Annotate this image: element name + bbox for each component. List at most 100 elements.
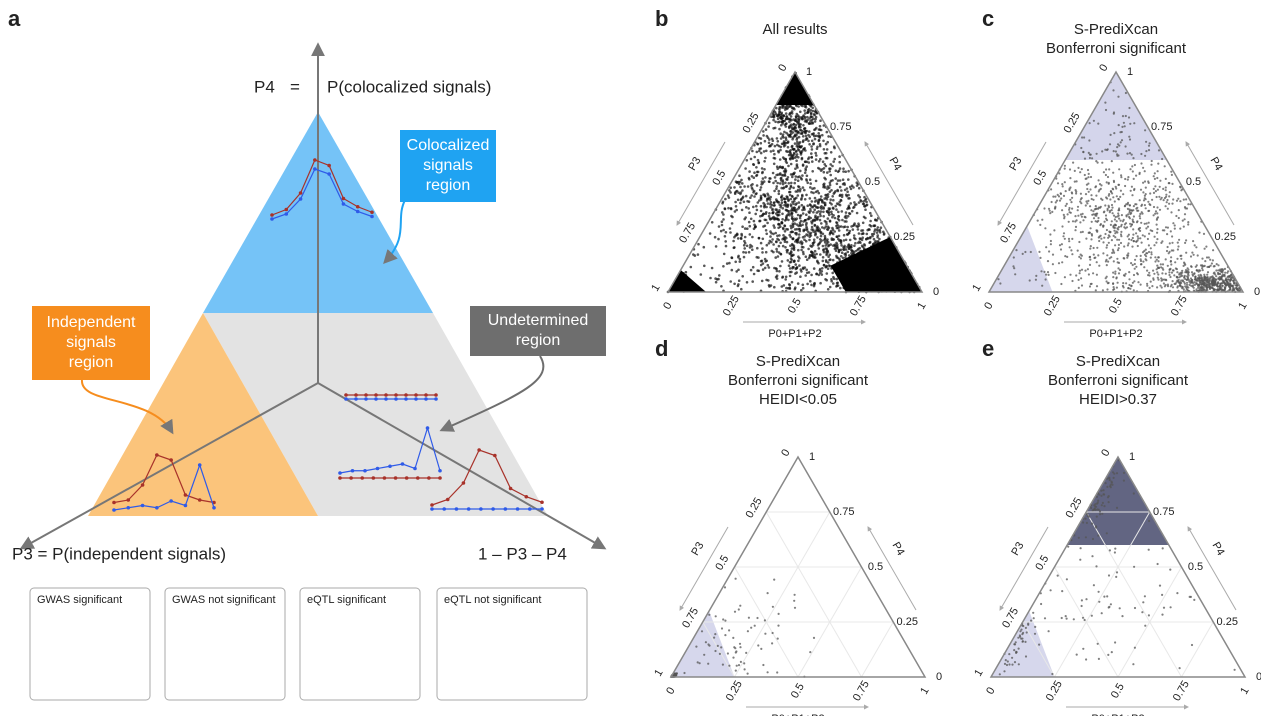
grid-line bbox=[1181, 621, 1214, 678]
density-point bbox=[1164, 258, 1167, 261]
density-point bbox=[1181, 274, 1184, 277]
density-point bbox=[758, 219, 762, 223]
density-point bbox=[736, 237, 740, 240]
density-point bbox=[810, 155, 813, 159]
density-point bbox=[795, 271, 798, 274]
density-point bbox=[1089, 247, 1092, 250]
density-point bbox=[769, 177, 772, 180]
density-point bbox=[1122, 193, 1125, 196]
density-point bbox=[1115, 575, 1118, 579]
density-point bbox=[1144, 154, 1147, 157]
mini-dot bbox=[438, 476, 442, 480]
density-point bbox=[1056, 574, 1059, 577]
density-point bbox=[1168, 271, 1171, 274]
density-point bbox=[1124, 222, 1128, 225]
density-point bbox=[781, 120, 785, 123]
density-point bbox=[751, 188, 754, 191]
density-point bbox=[775, 240, 778, 244]
density-point bbox=[1117, 212, 1120, 215]
density-point bbox=[1139, 259, 1143, 263]
density-point bbox=[794, 129, 797, 132]
density-point bbox=[722, 618, 725, 621]
axis-name: P4 bbox=[254, 77, 275, 96]
density-point bbox=[1093, 256, 1096, 260]
density-point bbox=[745, 206, 748, 209]
density-point bbox=[1164, 272, 1167, 275]
density-point bbox=[1011, 656, 1014, 659]
density-point bbox=[781, 226, 785, 230]
density-point bbox=[748, 170, 751, 173]
density-point bbox=[1139, 237, 1142, 240]
density-point bbox=[844, 211, 848, 214]
callout-arrow bbox=[80, 379, 174, 435]
density-point bbox=[1113, 200, 1116, 203]
density-point bbox=[1126, 256, 1129, 259]
density-point bbox=[876, 226, 880, 229]
density-point bbox=[759, 137, 763, 140]
density-point bbox=[790, 270, 793, 274]
density-point bbox=[1190, 265, 1193, 268]
density-point bbox=[752, 176, 756, 179]
density-point bbox=[1109, 209, 1112, 212]
density-point bbox=[708, 613, 711, 616]
density-point bbox=[721, 663, 725, 666]
grid-line bbox=[861, 621, 894, 678]
axis-arrow bbox=[997, 141, 1047, 226]
density-point bbox=[1153, 272, 1156, 275]
density-point bbox=[1041, 284, 1044, 287]
density-point bbox=[775, 212, 778, 215]
density-point bbox=[1113, 229, 1116, 232]
density-point bbox=[745, 281, 749, 284]
density-point bbox=[1141, 251, 1145, 254]
density-point bbox=[784, 117, 788, 121]
density-point bbox=[763, 619, 767, 622]
density-point bbox=[1132, 240, 1135, 243]
density-point bbox=[1194, 265, 1197, 268]
density-point bbox=[794, 126, 798, 130]
density-point bbox=[743, 247, 746, 250]
density-point bbox=[822, 124, 826, 127]
density-point bbox=[1077, 278, 1080, 281]
density-point bbox=[858, 195, 862, 199]
density-point bbox=[832, 214, 835, 217]
density-point bbox=[1188, 283, 1191, 286]
density-point bbox=[689, 265, 693, 269]
mini-dot bbox=[212, 505, 216, 510]
density-point bbox=[1184, 207, 1187, 210]
density-point bbox=[729, 207, 733, 210]
density-point bbox=[1149, 247, 1152, 250]
density-point bbox=[811, 109, 815, 113]
dense-corner bbox=[775, 72, 815, 105]
density-point bbox=[773, 578, 776, 581]
density-point bbox=[815, 216, 818, 220]
density-point bbox=[818, 198, 822, 202]
density-point bbox=[843, 183, 846, 186]
density-point bbox=[1124, 184, 1127, 188]
density-point bbox=[836, 179, 840, 182]
mini-dot bbox=[126, 498, 131, 502]
panel-title: S-PrediXcan bbox=[756, 353, 840, 370]
density-point bbox=[1112, 260, 1115, 263]
density-point bbox=[1090, 194, 1093, 197]
density-point bbox=[1105, 196, 1108, 199]
density-point bbox=[1098, 264, 1101, 267]
density-point bbox=[1061, 209, 1064, 212]
density-point bbox=[1071, 220, 1075, 223]
density-point bbox=[1114, 215, 1117, 219]
density-point bbox=[743, 185, 746, 188]
density-point bbox=[1195, 269, 1198, 272]
density-point bbox=[825, 272, 829, 275]
density-point bbox=[837, 210, 840, 214]
density-point bbox=[1132, 492, 1135, 495]
density-point bbox=[1184, 241, 1187, 244]
density-point bbox=[741, 182, 744, 185]
density-point bbox=[838, 167, 842, 170]
mini-dot bbox=[503, 507, 508, 511]
density-point bbox=[1224, 279, 1227, 282]
density-point bbox=[1215, 263, 1218, 266]
density-point bbox=[763, 160, 766, 163]
density-point bbox=[1176, 257, 1179, 260]
density-point bbox=[1132, 215, 1135, 218]
